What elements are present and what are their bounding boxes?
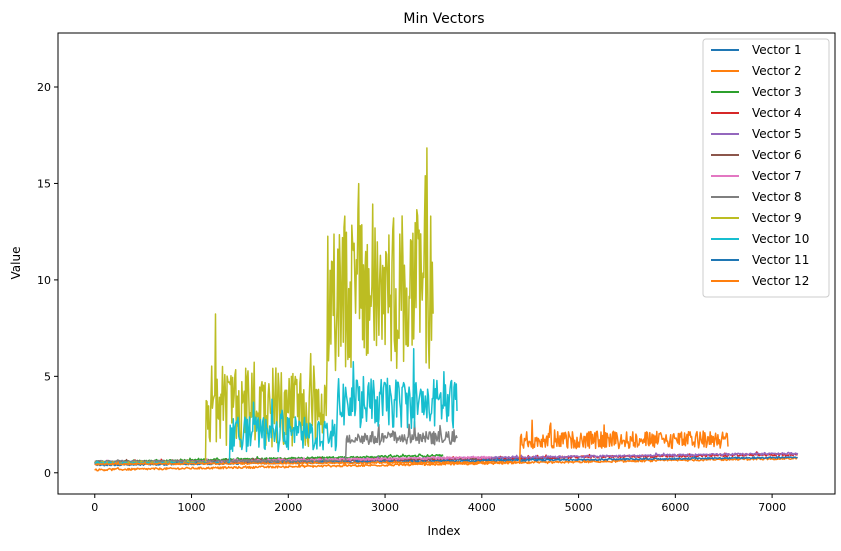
x-tick-label: 7000 xyxy=(758,501,786,514)
y-tick-label: 5 xyxy=(44,370,51,383)
legend-entry: Vector 3 xyxy=(752,85,802,99)
plot-area xyxy=(94,147,799,472)
legend-entry: Vector 4 xyxy=(752,106,802,120)
chart-title: Min Vectors xyxy=(403,11,484,27)
x-tick-label: 4000 xyxy=(468,501,496,514)
x-tick-label: 5000 xyxy=(565,501,593,514)
x-axis-label: Index xyxy=(427,524,460,538)
series-line-8 xyxy=(94,420,458,463)
legend-entry: Vector 12 xyxy=(752,274,809,288)
legend-entry: Vector 10 xyxy=(752,232,809,246)
y-tick-label: 20 xyxy=(37,81,51,94)
series-line-12 xyxy=(94,419,729,466)
y-tick-label: 10 xyxy=(37,274,51,287)
series-line-9 xyxy=(94,147,434,466)
x-tick-label: 0 xyxy=(91,501,98,514)
y-axis: 0 5 10 15 20 xyxy=(37,81,58,480)
legend-entry: Vector 5 xyxy=(752,127,802,141)
legend: Vector 1 Vector 2 Vector 3 Vector 4 Vector 5… xyxy=(702,38,830,298)
legend-entry: Vector 2 xyxy=(752,64,802,78)
legend-entry: Vector 6 xyxy=(752,148,802,162)
legend-entry: Vector 1 xyxy=(752,43,802,57)
legend-entry: Vector 9 xyxy=(752,211,802,225)
y-tick-label: 0 xyxy=(44,467,51,480)
x-tick-label: 3000 xyxy=(371,501,399,514)
y-axis-label: Value xyxy=(9,247,23,280)
legend-entry: Vector 11 xyxy=(752,253,809,267)
legend-entry: Vector 8 xyxy=(752,190,802,204)
x-tick-label: 6000 xyxy=(661,501,689,514)
x-axis: 0 1000 2000 3000 4000 5000 6000 7000 xyxy=(91,494,786,514)
legend-box xyxy=(702,38,830,298)
legend-entry: Vector 7 xyxy=(752,169,802,183)
plot-frame xyxy=(57,32,836,495)
y-tick-label: 15 xyxy=(37,177,51,190)
x-tick-label: 1000 xyxy=(178,501,206,514)
x-tick-label: 2000 xyxy=(274,501,302,514)
